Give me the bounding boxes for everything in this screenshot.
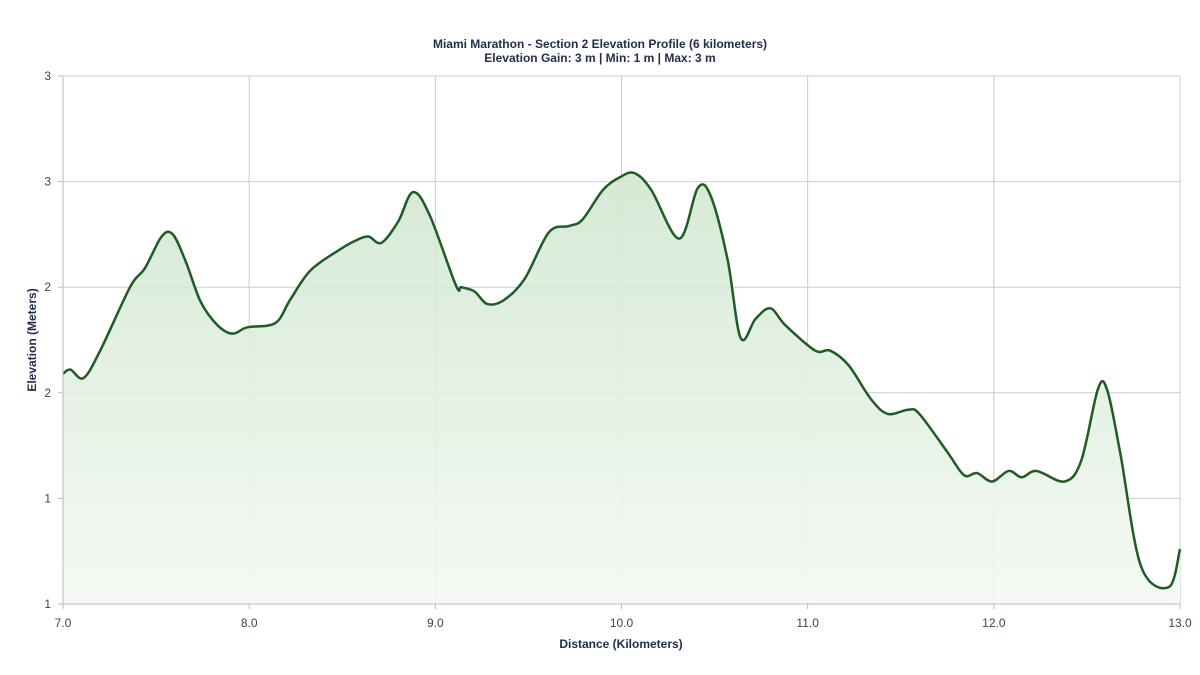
x-tick-label: 11.0 [796,616,819,630]
y-axis-label: Elevation (Meters) [25,288,39,391]
y-tick-label: 2 [44,386,51,400]
x-tick-label: 8.0 [241,616,258,630]
y-tick-label: 3 [44,175,51,189]
x-tick-label: 13.0 [1168,616,1192,630]
x-axis-ticks: 7.0 8.0 9.0 10.0 11.0 12.0 13.0 [55,604,1192,630]
x-axis-label: Distance (Kilometers) [559,637,682,651]
x-tick-label: 7.0 [55,616,72,630]
elevation-line [62,171,1182,590]
y-tick-label: 1 [44,491,51,505]
x-tick-label: 9.0 [427,616,444,630]
y-tick-label: 2 [44,280,51,294]
x-tick-label: 10.0 [610,616,634,630]
y-tick-label: 1 [44,597,51,611]
chart-title: Miami Marathon - Section 2 Elevation Pro… [433,37,767,51]
chart-subtitle: Elevation Gain: 3 m | Min: 1 m | Max: 3 … [484,51,715,65]
x-tick-label: 12.0 [982,616,1006,630]
area-fill [63,172,1180,604]
elevation-area [62,171,1182,604]
y-axis-ticks: 1 1 2 2 3 3 [44,69,63,611]
y-tick-label: 3 [44,69,51,83]
